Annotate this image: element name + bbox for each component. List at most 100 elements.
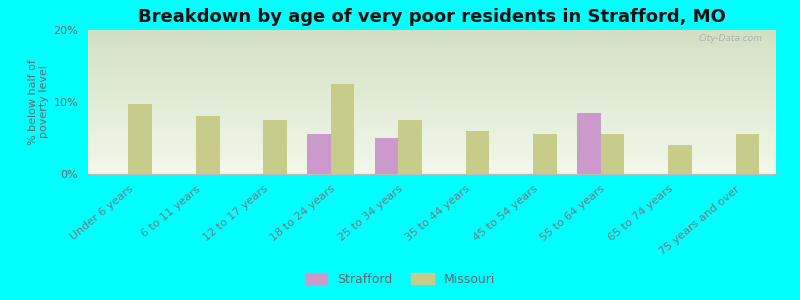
Bar <box>88 139 776 140</box>
Bar <box>398 120 422 174</box>
Bar <box>88 107 776 108</box>
Bar <box>88 84 776 85</box>
Bar <box>88 106 776 107</box>
Bar <box>88 93 776 94</box>
Bar <box>88 59 776 60</box>
Bar <box>88 97 776 98</box>
Bar <box>88 150 776 151</box>
Title: Breakdown by age of very poor residents in Strafford, MO: Breakdown by age of very poor residents … <box>138 8 726 26</box>
Bar <box>88 155 776 156</box>
Bar <box>88 65 776 67</box>
Bar <box>88 125 776 126</box>
Bar <box>88 74 776 75</box>
Bar <box>88 49 776 50</box>
Bar <box>88 166 776 167</box>
Bar <box>88 38 776 39</box>
Bar <box>88 64 776 65</box>
Bar <box>88 99 776 100</box>
Bar <box>88 119 776 120</box>
Bar <box>88 80 776 81</box>
Bar <box>88 56 776 57</box>
Legend: Strafford, Missouri: Strafford, Missouri <box>300 268 500 291</box>
Bar <box>88 54 776 55</box>
Bar <box>88 104 776 105</box>
Bar <box>88 129 776 130</box>
Bar <box>88 112 776 113</box>
Bar <box>88 151 776 152</box>
Bar <box>88 83 776 84</box>
Bar <box>88 98 776 99</box>
Bar <box>331 84 354 174</box>
Bar <box>88 140 776 141</box>
Bar <box>88 160 776 161</box>
Bar <box>88 36 776 37</box>
Bar <box>88 165 776 166</box>
Bar <box>88 72 776 73</box>
Bar <box>88 32 776 33</box>
Bar <box>88 148 776 149</box>
Bar <box>88 142 776 143</box>
Bar <box>88 143 776 144</box>
Bar <box>88 82 776 83</box>
Bar <box>88 44 776 45</box>
Bar <box>88 68 776 69</box>
Bar <box>88 55 776 56</box>
Bar <box>88 35 776 36</box>
Bar <box>88 33 776 34</box>
Bar <box>88 154 776 155</box>
Bar <box>533 134 557 174</box>
Bar <box>88 103 776 104</box>
Bar <box>88 144 776 145</box>
Bar <box>88 116 776 117</box>
Bar <box>88 96 776 97</box>
Bar <box>88 146 776 147</box>
Bar <box>88 153 776 154</box>
Bar <box>88 94 776 95</box>
Bar <box>466 131 490 174</box>
Bar <box>88 87 776 88</box>
Bar <box>129 104 152 174</box>
Bar <box>88 127 776 128</box>
Bar <box>88 147 776 148</box>
Bar <box>88 61 776 62</box>
Bar <box>88 47 776 48</box>
Bar <box>88 40 776 41</box>
Bar <box>88 111 776 112</box>
Bar <box>601 134 624 174</box>
Bar <box>88 31 776 32</box>
Bar <box>88 105 776 106</box>
Bar <box>88 77 776 78</box>
Bar <box>88 122 776 123</box>
Bar <box>88 88 776 89</box>
Bar <box>88 161 776 163</box>
Bar <box>88 91 776 92</box>
Bar <box>88 81 776 82</box>
Bar <box>88 133 776 134</box>
Bar <box>88 132 776 133</box>
Bar <box>88 156 776 157</box>
Bar <box>88 62 776 63</box>
Bar <box>88 128 776 129</box>
Bar <box>88 92 776 93</box>
Bar <box>374 138 398 174</box>
Bar <box>88 60 776 61</box>
Bar <box>88 71 776 72</box>
Bar <box>88 48 776 49</box>
Bar <box>88 34 776 35</box>
Bar <box>88 158 776 159</box>
Bar <box>88 169 776 170</box>
Bar <box>88 157 776 158</box>
Bar <box>88 70 776 71</box>
Bar <box>88 58 776 59</box>
Bar <box>88 78 776 79</box>
Bar <box>88 50 776 51</box>
Bar <box>88 134 776 135</box>
Bar <box>88 113 776 115</box>
Bar <box>88 135 776 136</box>
Bar <box>88 168 776 169</box>
Bar <box>88 109 776 110</box>
Bar <box>88 86 776 87</box>
Bar <box>88 141 776 142</box>
Bar <box>88 39 776 40</box>
Bar <box>88 137 776 139</box>
